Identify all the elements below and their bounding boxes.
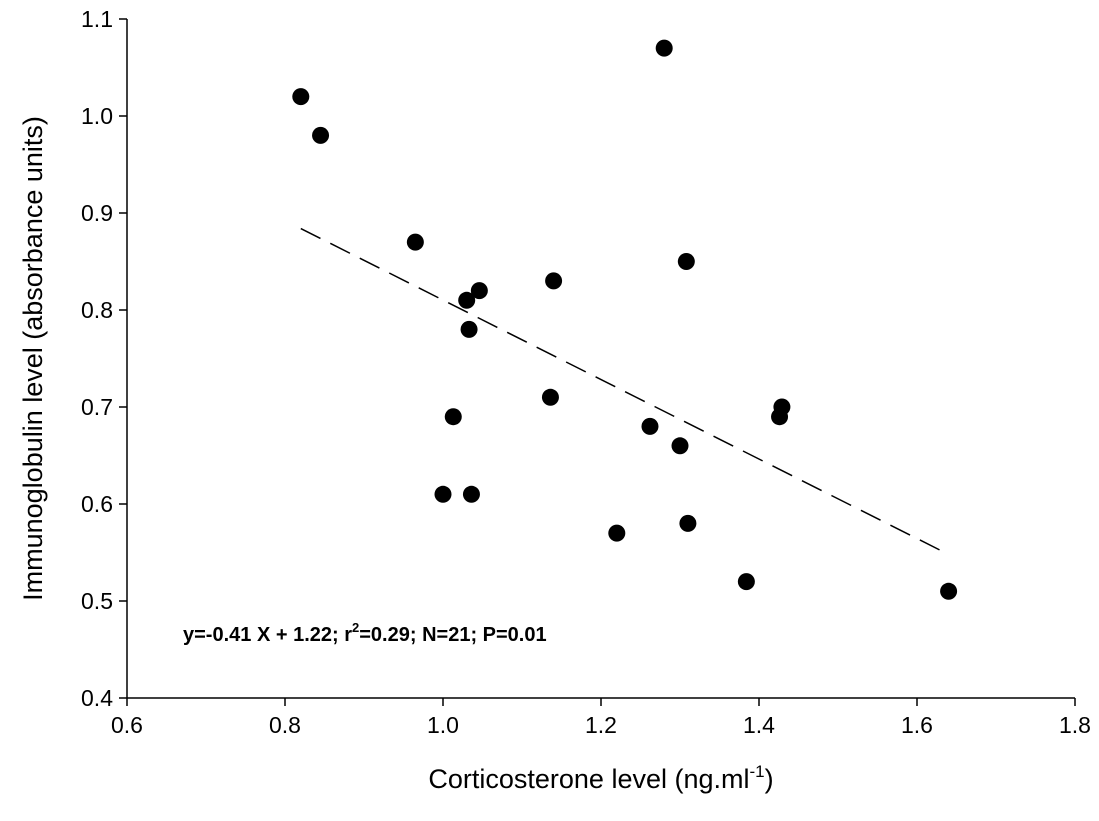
- data-point: [655, 39, 673, 57]
- data-point: [434, 485, 452, 503]
- data-point: [677, 253, 695, 270]
- regression-annotation: y=-0.41 X + 1.22; r2=0.29; N=21; P=0.01: [183, 620, 547, 646]
- data-point: [462, 485, 480, 503]
- x-axis-title-superscript: -1: [750, 762, 765, 781]
- y-tick-label: 0.6: [81, 491, 113, 517]
- data-point: [773, 398, 791, 416]
- x-axis-title: Corticosterone level (ng.ml-1): [428, 762, 773, 794]
- data-point: [940, 582, 958, 600]
- regression-trendline: [300, 227, 949, 556]
- y-axis-ticks: 0.4 0.5 0.6 0.7 0.8 0.9 1.0 1.1: [81, 6, 127, 711]
- y-tick-label: 0.5: [81, 588, 113, 614]
- data-point: [545, 272, 563, 290]
- x-axis-title-close: ): [765, 764, 774, 794]
- data-points: [292, 39, 958, 600]
- x-tick-label: 1.2: [585, 712, 617, 738]
- data-point: [406, 233, 424, 251]
- data-point: [292, 88, 310, 106]
- annotation-text-part2: =0.29; N=21; P=0.01: [359, 624, 546, 646]
- annotation-superscript: 2: [352, 620, 359, 635]
- y-axis-title: Immunoglobulin level (absorbance units): [18, 116, 48, 601]
- y-tick-label: 0.9: [81, 200, 113, 226]
- data-point: [608, 524, 626, 542]
- x-tick-label: 1.0: [427, 712, 459, 738]
- annotation-text-part1: y=-0.41 X + 1.22; r: [183, 624, 352, 646]
- y-tick-label: 0.8: [81, 297, 113, 323]
- data-point: [671, 437, 689, 455]
- x-tick-label: 0.8: [269, 712, 301, 738]
- data-point: [541, 388, 559, 406]
- data-point: [312, 126, 330, 144]
- x-axis-title-main: Corticosterone level (ng.ml: [428, 764, 749, 794]
- data-point: [460, 320, 478, 338]
- y-tick-label: 1.1: [81, 6, 113, 32]
- y-tick-label: 0.7: [81, 394, 113, 420]
- data-point: [679, 514, 697, 532]
- x-tick-label: 1.6: [901, 712, 933, 738]
- x-tick-label: 1.4: [743, 712, 775, 738]
- y-tick-label: 1.0: [81, 103, 113, 129]
- data-point: [444, 408, 462, 426]
- y-tick-label: 0.4: [81, 685, 113, 711]
- x-axis-ticks: 0.6 0.8 1.0 1.2 1.4 1.6 1.8: [111, 698, 1091, 738]
- data-point: [641, 417, 659, 435]
- data-point: [737, 573, 755, 591]
- data-point: [470, 282, 488, 300]
- x-tick-label: 0.6: [111, 712, 143, 738]
- data-point: [458, 291, 476, 309]
- x-tick-label: 1.8: [1059, 712, 1091, 738]
